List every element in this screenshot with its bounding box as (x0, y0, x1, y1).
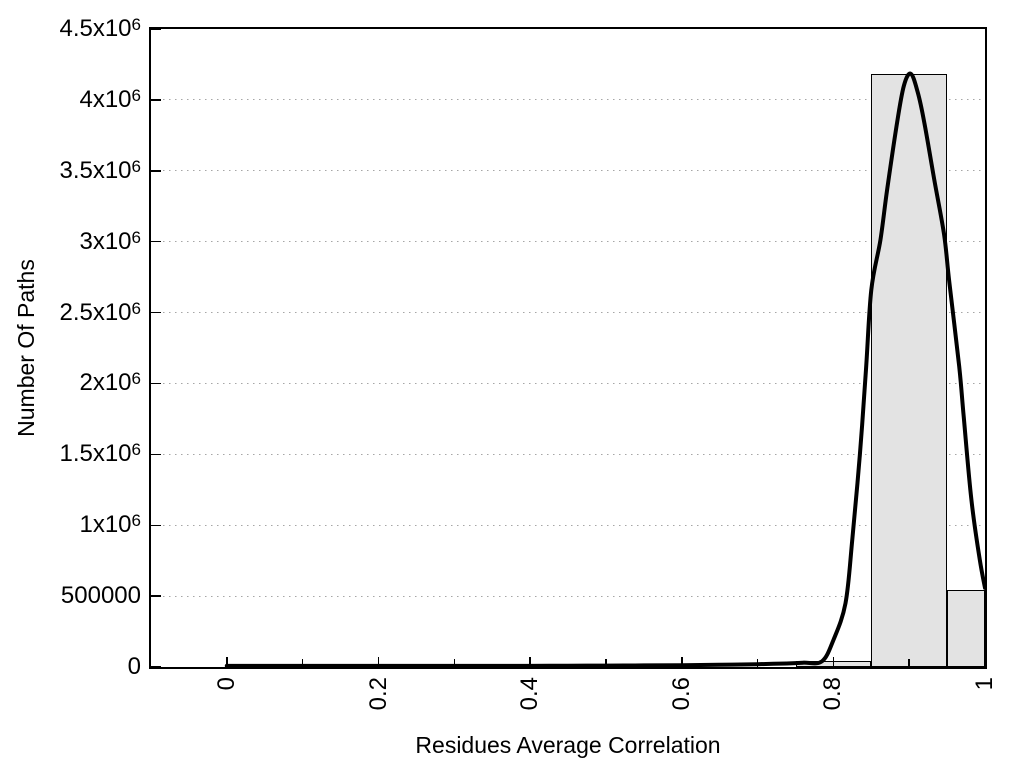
gridline (151, 312, 985, 314)
y-tick-label: 2x106 (79, 369, 141, 397)
x-tick-mark (605, 659, 607, 667)
fit-curve (224, 71, 987, 668)
gridline (151, 595, 985, 597)
x-tick-label: 0 (212, 677, 240, 691)
x-tick-mark (984, 657, 986, 667)
plot-area (149, 27, 987, 669)
x-tick-mark (301, 659, 304, 667)
y-tick-label: 3.5x106 (59, 156, 141, 184)
y-tick-mark (151, 28, 161, 30)
y-tick-label: 1.5x106 (59, 440, 141, 468)
y-tick-label: 1x106 (79, 511, 141, 539)
gridline (151, 170, 985, 172)
gridline (151, 524, 985, 526)
y-tick-mark (151, 453, 161, 456)
x-tick-label: 1 (971, 677, 998, 691)
x-axis-title: Residues Average Correlation (415, 732, 721, 758)
y-tick-label: 4.5x106 (59, 15, 141, 42)
x-tick-mark (377, 657, 380, 667)
histogram-bar (947, 589, 985, 667)
x-tick-mark (756, 659, 759, 667)
y-tick-label: 3x106 (79, 227, 141, 255)
x-tick-label: 0.6 (667, 677, 695, 711)
gridline (151, 241, 985, 243)
x-tick-mark (226, 657, 228, 667)
gridline (151, 382, 985, 384)
y-tick-mark (151, 240, 161, 243)
y-axis-title: Number Of Paths (13, 259, 39, 437)
x-tick-mark (453, 659, 455, 667)
y-tick-mark (151, 170, 161, 172)
x-tick-mark (681, 657, 683, 667)
y-tick-mark (151, 595, 161, 597)
gridline (151, 453, 985, 455)
x-tick-mark (908, 659, 910, 667)
gridline (151, 99, 985, 101)
ticks-layer (151, 28, 986, 668)
x-tick-mark (529, 657, 531, 667)
y-tick-mark (151, 382, 161, 385)
x-tick-label: 0.8 (819, 677, 847, 711)
y-tick-mark (151, 666, 161, 668)
x-tick-label: 0.4 (516, 677, 544, 711)
grid-layer (151, 29, 985, 667)
y-tick-mark (151, 524, 161, 526)
y-tick-label: 2.5x106 (59, 298, 141, 326)
y-tick-label: 0 (127, 653, 141, 680)
y-tick-mark (151, 311, 161, 314)
x-tick-label: 0.2 (364, 677, 392, 711)
fit-curve-path (224, 71, 987, 668)
y-tick-label: 500000 (60, 582, 141, 610)
x-tick-mark (832, 657, 835, 667)
y-axis-title-wrap: Number Of Paths (8, 27, 44, 669)
y-tick-mark (151, 99, 161, 101)
y-tick-label: 4x106 (79, 85, 141, 113)
